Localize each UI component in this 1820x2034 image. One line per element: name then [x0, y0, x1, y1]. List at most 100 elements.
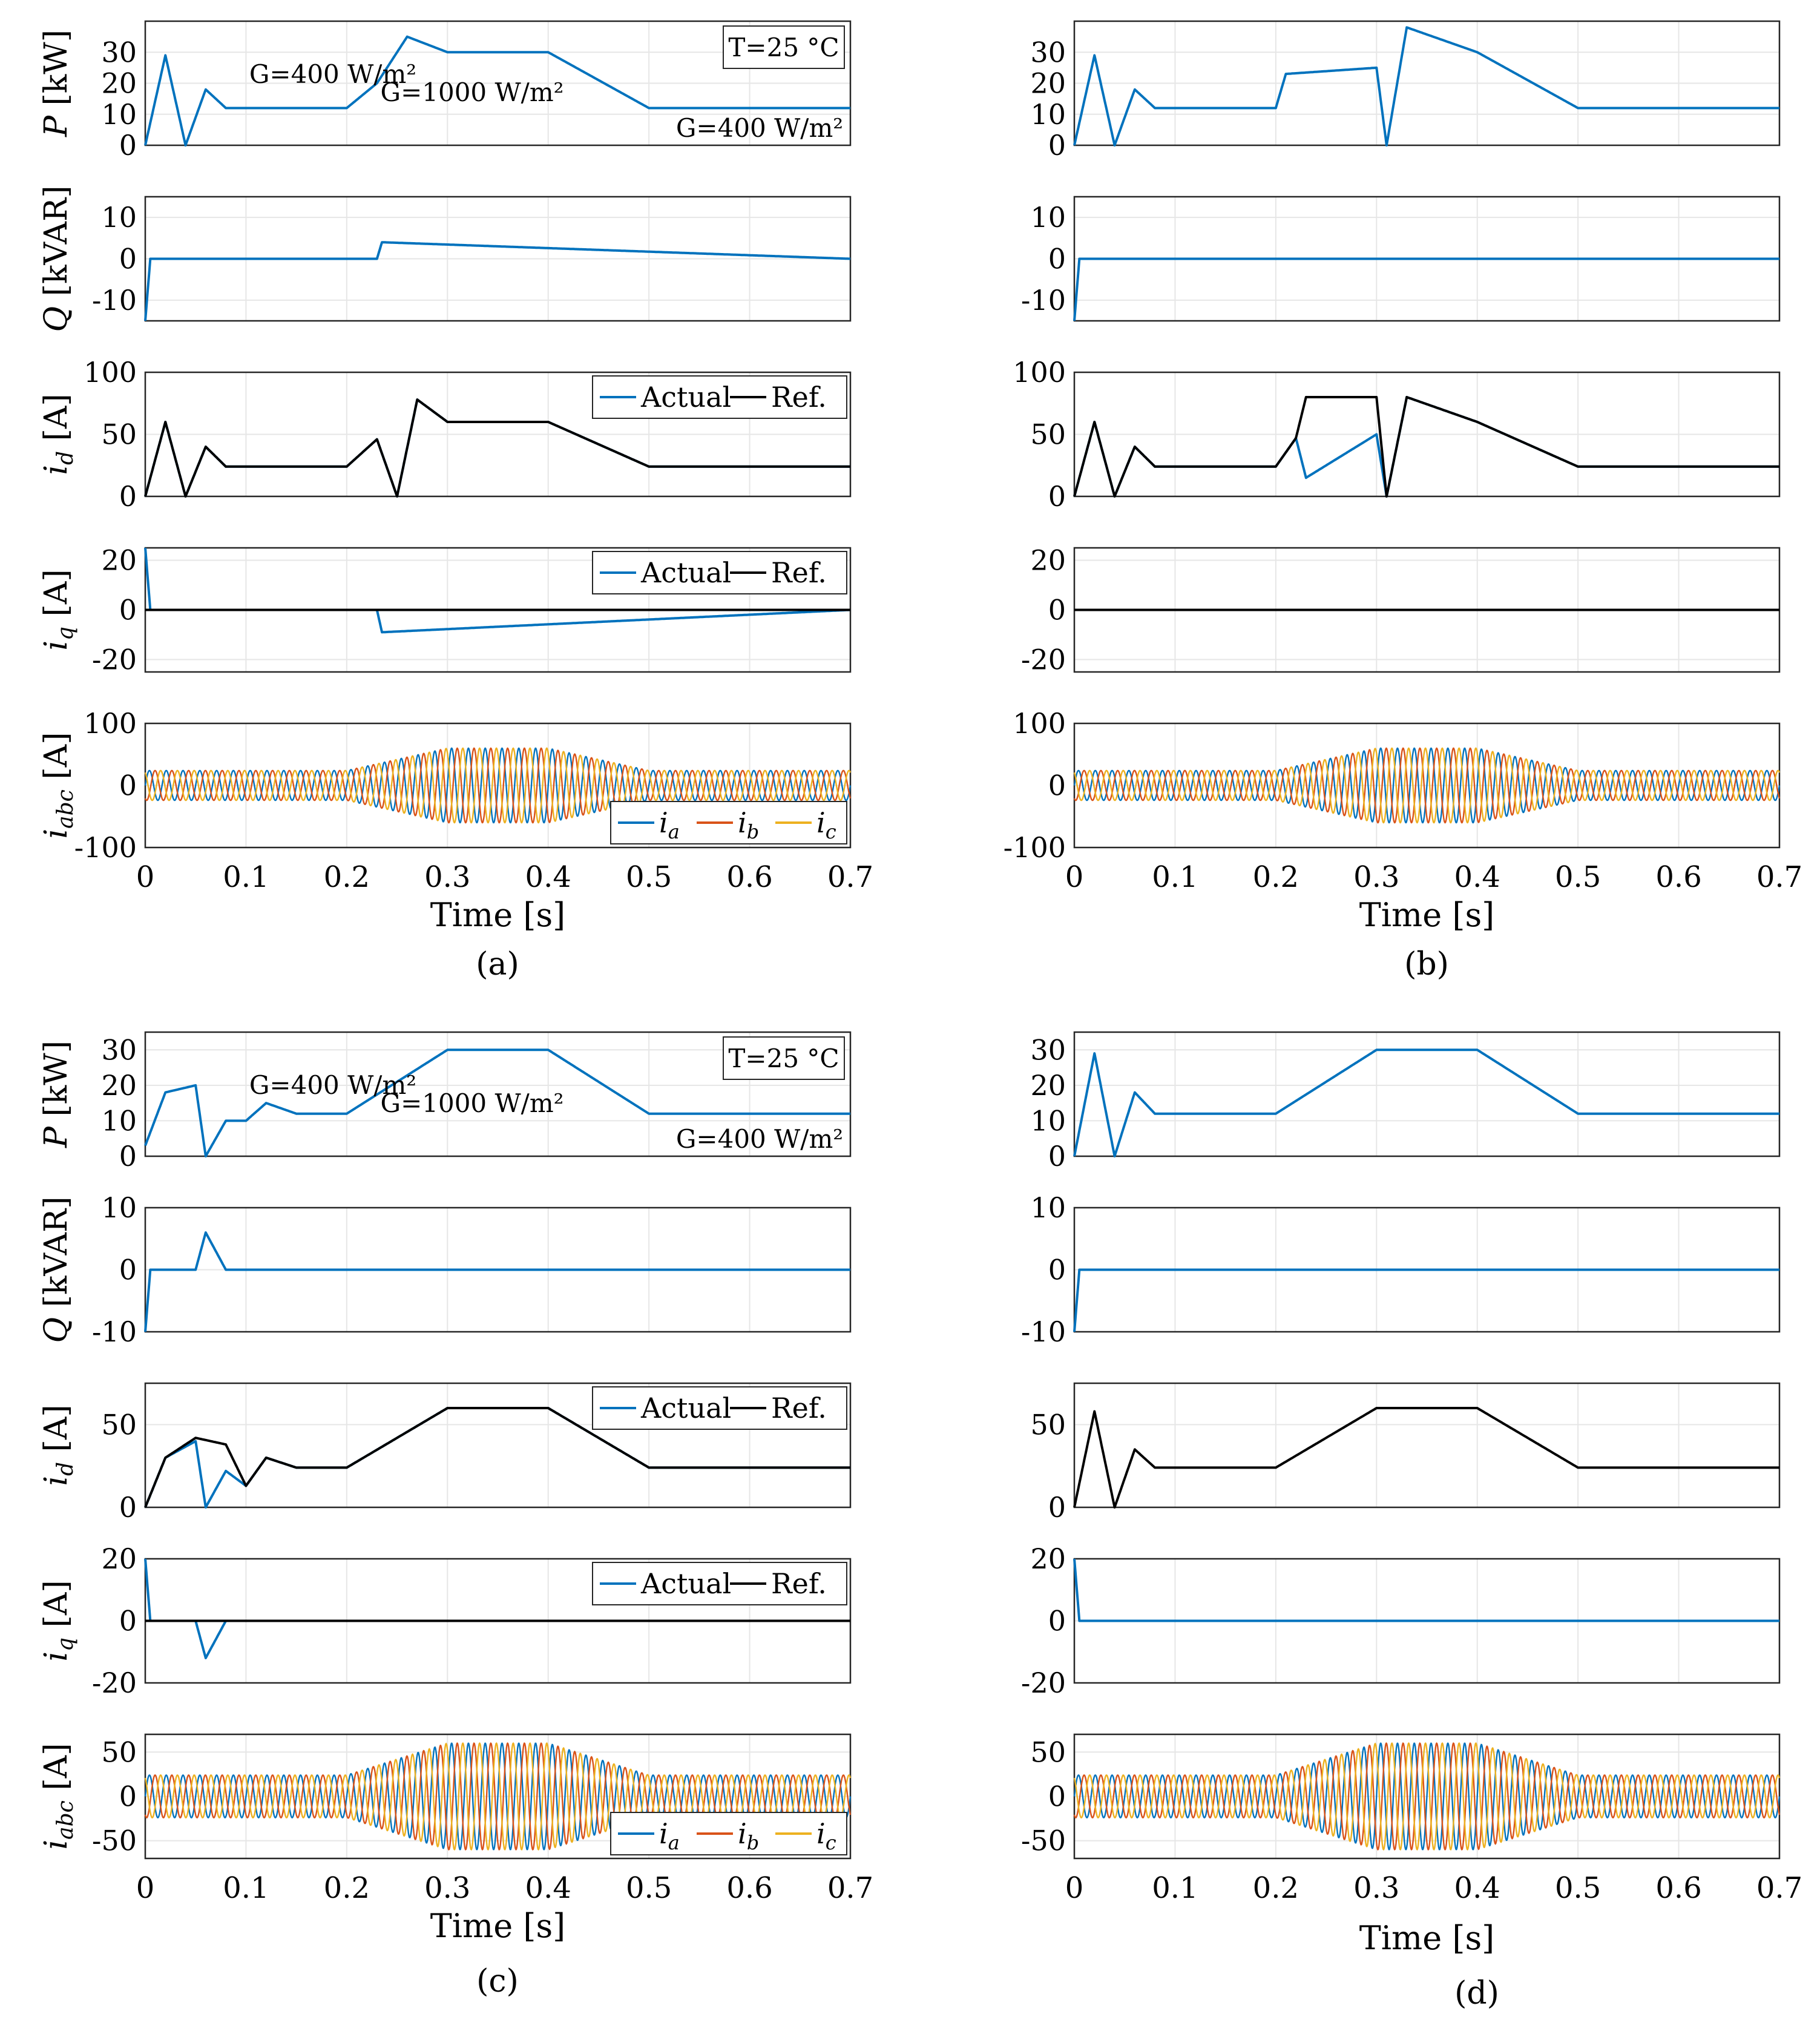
- y-tick-label: 0: [119, 480, 137, 513]
- subplot-0-0: [144, 20, 852, 146]
- y-tick-label: 0: [1048, 480, 1066, 513]
- legend-entry: Ref.: [771, 556, 827, 589]
- x-tick-label: 0.4: [1454, 1871, 1500, 1905]
- y-tick-label: 50: [101, 418, 137, 451]
- y-tick-label: 20: [1030, 1069, 1066, 1102]
- legend-entry: Actual: [640, 381, 731, 413]
- caption-d: (d): [1454, 1975, 1499, 2012]
- x-tick-label: 0.5: [626, 1871, 672, 1905]
- y-axis-label: id [A]: [38, 1404, 78, 1486]
- x-tick-label: 0.3: [1353, 860, 1399, 894]
- y-tick-label: 10: [101, 1104, 137, 1137]
- legend-entry: Actual: [640, 1567, 731, 1600]
- caption-c: (c): [476, 1963, 519, 1999]
- y-tick-label: -20: [1021, 643, 1066, 676]
- caption-b: (b): [1404, 946, 1449, 982]
- x-tick-label: 0.4: [525, 1871, 571, 1905]
- x-tick-label: 0.6: [726, 1871, 772, 1905]
- temperature-box: [723, 1036, 845, 1080]
- q-trace: [144, 241, 851, 321]
- iq-legend: [592, 1562, 847, 1605]
- y-tick-label: 0: [1048, 1491, 1066, 1524]
- irradiance-label-1000: G=1000 W/m²: [381, 77, 564, 107]
- ia-trace: [1073, 747, 1781, 824]
- y-tick-label: -50: [92, 1825, 137, 1857]
- y-tick-label: 0: [1048, 243, 1066, 275]
- x-tick-label: 0.2: [1253, 860, 1299, 894]
- irradiance-label-400-b: G=400 W/m²: [676, 113, 843, 143]
- y-tick-label: 30: [101, 1033, 137, 1066]
- x-tick-label: 0.3: [424, 860, 470, 894]
- subplot-0-2: [144, 371, 852, 498]
- legend-entry: ic: [816, 1817, 836, 1854]
- x-tick-label: 0.5: [1555, 860, 1601, 894]
- irradiance-label-400-a: G=400 W/m²: [249, 1070, 416, 1100]
- y-tick-label: 50: [1030, 418, 1066, 451]
- y-axis-label: Q [kVAR]: [38, 186, 74, 332]
- y-tick-label: 0: [1048, 1254, 1066, 1286]
- irradiance-label-400-b: G=400 W/m²: [676, 1124, 843, 1154]
- legend-entry: ia: [659, 1817, 680, 1854]
- y-tick-label: 50: [1030, 1408, 1066, 1441]
- ia-trace: [144, 1742, 852, 1851]
- p-trace: [1073, 1048, 1780, 1157]
- p-trace: [1073, 26, 1780, 146]
- y-tick-label: 10: [101, 1191, 137, 1224]
- x-axis-label: Time [s]: [430, 1907, 565, 1945]
- y-axis-label: id [A]: [38, 393, 78, 475]
- axes-frame: [144, 1382, 852, 1509]
- y-tick-label: 100: [1013, 356, 1066, 389]
- ib-trace: [144, 747, 852, 824]
- x-tick-label: 0.1: [223, 1871, 269, 1905]
- axes-frame: [1073, 1031, 1781, 1157]
- x-axis-label: Time [s]: [430, 896, 565, 934]
- subplot-1-0: [1073, 20, 1781, 146]
- p-trace: [144, 35, 851, 146]
- legend-entry: Actual: [640, 1392, 731, 1424]
- y-tick-label: 0: [1048, 1140, 1066, 1173]
- x-tick-label: 0.5: [1555, 1871, 1601, 1905]
- x-tick-label: 0.7: [1756, 1871, 1802, 1905]
- axes-frame: [1073, 20, 1781, 146]
- y-tick-label: 20: [101, 1542, 137, 1575]
- y-tick-label: 10: [1030, 1104, 1066, 1137]
- q-trace: [1073, 257, 1780, 321]
- y-tick-label: 30: [1030, 1033, 1066, 1066]
- x-tick-label: 0.1: [1152, 860, 1198, 894]
- y-tick-label: 50: [101, 1408, 137, 1441]
- y-tick-label: 20: [101, 544, 137, 577]
- x-tick-label: 0.4: [1454, 860, 1500, 894]
- id-actual-trace: [1073, 396, 1780, 498]
- x-tick-label: 0.5: [626, 860, 672, 894]
- y-tick-label: 0: [119, 769, 137, 802]
- id-ref-trace: [1073, 396, 1780, 498]
- x-tick-label: 0: [136, 1871, 155, 1905]
- y-tick-label: 30: [1030, 36, 1066, 68]
- y-tick-label: -100: [1004, 831, 1066, 864]
- y-tick-label: -20: [92, 1667, 137, 1699]
- ia-trace: [144, 747, 852, 824]
- y-axis-label: iabc [A]: [38, 732, 78, 839]
- x-tick-label: 0.1: [223, 860, 269, 894]
- y-tick-label: 20: [1030, 1542, 1066, 1575]
- y-tick-label: 50: [101, 1736, 137, 1768]
- y-tick-label: -20: [92, 643, 137, 676]
- x-tick-label: 0.7: [827, 860, 873, 894]
- x-tick-label: 0.3: [424, 1871, 470, 1905]
- y-tick-label: 0: [1048, 1605, 1066, 1637]
- x-tick-label: 0.7: [827, 1871, 873, 1905]
- y-axis-label: P [kW]: [38, 1041, 74, 1148]
- x-tick-label: 0.4: [525, 860, 571, 894]
- y-tick-label: 10: [101, 98, 137, 131]
- y-tick-label: -10: [92, 284, 137, 317]
- y-axis-label: P [kW]: [38, 30, 74, 137]
- y-tick-label: -50: [1021, 1825, 1066, 1857]
- x-tick-label: 0.7: [1756, 860, 1802, 894]
- id-ref-trace: [144, 398, 851, 498]
- x-tick-label: 0.2: [324, 860, 370, 894]
- legend-entry: Ref.: [771, 1392, 827, 1424]
- ic-trace: [144, 1742, 852, 1851]
- y-tick-label: 10: [101, 201, 137, 234]
- iq-actual-trace: [1073, 1558, 1780, 1622]
- x-axis-label: Time [s]: [1359, 896, 1494, 934]
